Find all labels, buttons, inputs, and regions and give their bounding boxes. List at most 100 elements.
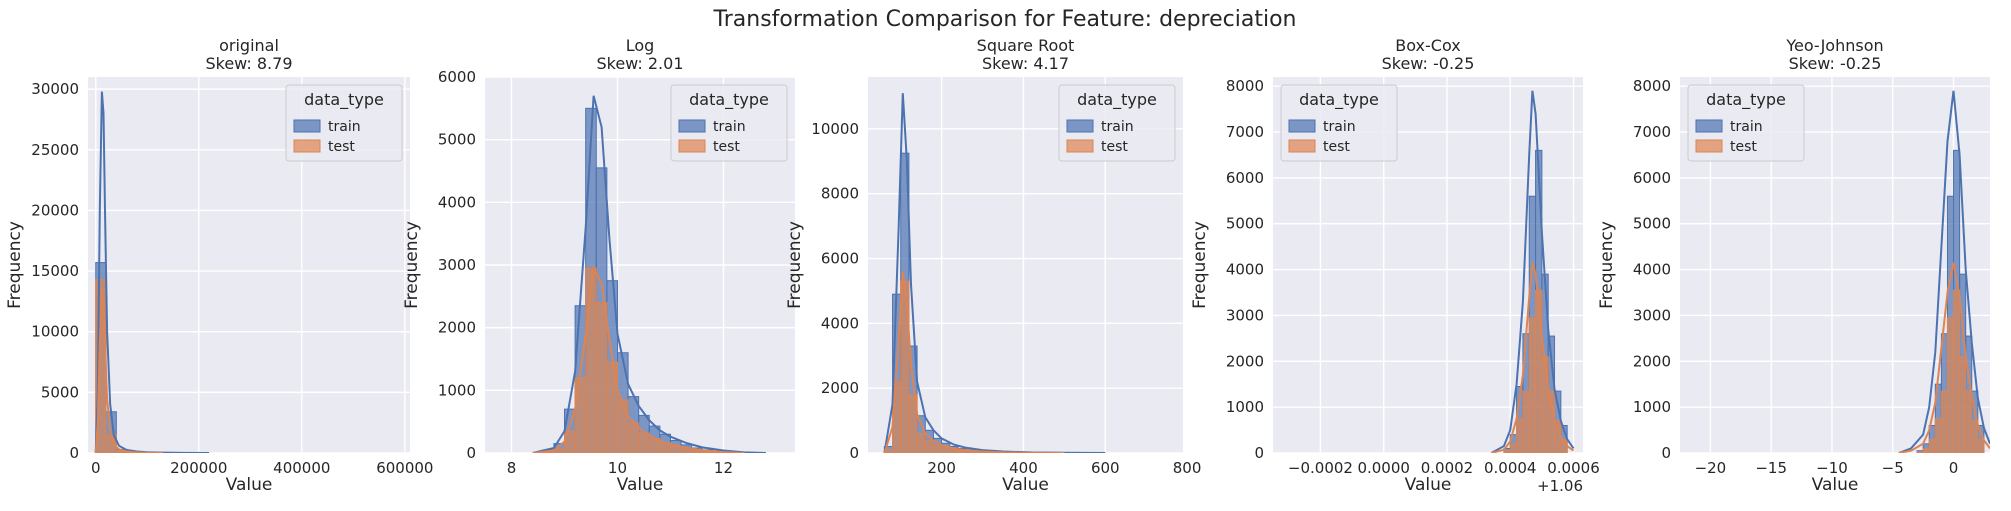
legend-swatch-train [678,119,706,133]
y-axis-label: Frequency [1597,221,1617,309]
histogram-bar-test [1916,451,1924,453]
x-tick-label: −10 [1816,459,1848,477]
legend-swatch-test [1695,139,1723,153]
histogram-bar-test [1509,443,1518,453]
x-tick-label: 400 [1009,459,1038,477]
kde-line-test [1898,262,1990,453]
y-tick-label: 5000 [1633,215,1671,233]
x-axis-label: Value [617,475,664,495]
histogram-bar-test [1946,317,1955,453]
y-tick-label: 7000 [1226,123,1264,141]
histogram-bar-test [595,302,608,453]
kde-line-test [1491,262,1575,453]
panel-title: Square Root Skew: 4.17 [977,36,1075,73]
panel-title: Box-Cox Skew: -0.25 [1382,36,1475,73]
chart-panel-1: 0 5000 10000 15000 20000 25000 30000 0 200000 400… [5,36,433,495]
legend-label-test: test [713,139,740,155]
panel-title-skew: Skew: 4.17 [982,54,1069,73]
x-tick-label: 400000 [273,459,330,477]
x-tick-label: 10 [608,459,627,477]
x-tick-label: −0.0002 [1288,459,1353,477]
legend-label-test: test [1101,139,1128,155]
x-tick-label: 0 [91,459,101,477]
y-tick-label: 0 [849,444,859,462]
series-test [1503,289,1568,453]
y-axis-label: Frequency [402,221,422,309]
histogram-bar-test [1934,418,1942,453]
x-tick-label: 800 [1173,459,1202,477]
y-tick-label: 4000 [1633,261,1671,279]
y-tick-label: 6000 [1226,169,1264,187]
y-axis-label: Frequency [785,221,805,309]
panel-title-skew: Skew: 8.79 [205,54,292,73]
legend-swatch-test [1066,139,1094,153]
y-tick-label: 1000 [1633,398,1671,416]
legend-title: data_type [689,90,769,110]
legend-swatch-train [1695,119,1723,133]
y-tick-label: 0 [1661,444,1671,462]
x-axis-label: Value [1405,475,1452,495]
y-tick-label: 6000 [438,68,476,86]
legend-label-train: train [713,119,746,135]
histogram-bar-test [916,433,926,453]
histogram-bar-test [1965,390,1973,453]
series-test [542,267,746,453]
y-tick-label: 5000 [438,131,476,149]
histogram-bar-test [1528,317,1537,453]
y-tick-label: 10000 [811,120,859,138]
histogram-bar-test [1977,438,1985,453]
y-tick-label: 2000 [1633,352,1671,370]
y-tick-label: 2000 [821,379,859,397]
x-axis-label: Value [1002,475,1049,495]
legend-label-test: test [328,139,355,155]
y-tick-label: 3000 [1633,306,1671,324]
kde-line-train [532,95,766,453]
y-tick-label: 5000 [1226,215,1264,233]
x-tick-label: 600000 [376,459,433,477]
histogram-bar-test [1503,450,1511,453]
figure-title: Transformation Comparison for Feature: d… [713,7,1297,32]
panel-title-name: Square Root [977,36,1075,55]
y-tick-label: 6000 [821,250,859,268]
legend-label-train: train [328,119,361,135]
legend-title: data_type [1299,90,1379,110]
plot-content [532,95,766,453]
legend-swatch-test [678,139,706,153]
chart-panel-5: 0 1000 2000 3000 4000 5000 6000 7000 8000 −20 −15 −… [1597,36,1990,495]
x-tick-label: −5 [1882,459,1904,477]
panel-title-name: Yeo-Johnson [1785,36,1883,55]
x-tick-label: 200000 [170,459,227,477]
histogram-bar-test [1922,447,1930,453]
histogram-bar-test [1516,418,1524,453]
y-tick-label: 3000 [438,256,476,274]
panel-title: Yeo-Johnson Skew: -0.25 [1785,36,1883,73]
histogram-bar-test [932,444,943,453]
x-tick-label: 0.0002 [1421,459,1474,477]
plot-content [1490,90,1575,453]
panel-title: original Skew: 8.79 [205,36,292,73]
histogram-bar-test [908,394,918,453]
histogram-bar-test [1522,390,1530,453]
x-tick-label: 0.0004 [1484,459,1537,477]
histogram-bar-test [1940,390,1948,453]
legend-label-test: test [1730,139,1757,155]
y-tick-label: 10000 [31,323,79,341]
y-tick-label: 8000 [821,185,859,203]
y-tick-label: 0 [1254,444,1264,462]
x-axis-label: Value [1812,475,1859,495]
panel-title-skew: Skew: 2.01 [596,54,683,73]
x-axis-label: Value [226,475,273,495]
chart-panel-4: 0 1000 2000 3000 4000 5000 6000 7000 8000 −0.0002… [1190,36,1600,495]
y-tick-label: 0 [69,444,79,462]
histogram-bar-test [1959,356,1967,453]
legend-label-train: train [1323,119,1356,135]
x-tick-label: 8 [507,459,517,477]
x-tick-label: 200 [927,459,956,477]
panel-title-skew: Skew: -0.25 [1789,54,1882,73]
y-tick-label: 5000 [41,383,79,401]
legend-swatch-train [1288,119,1316,133]
